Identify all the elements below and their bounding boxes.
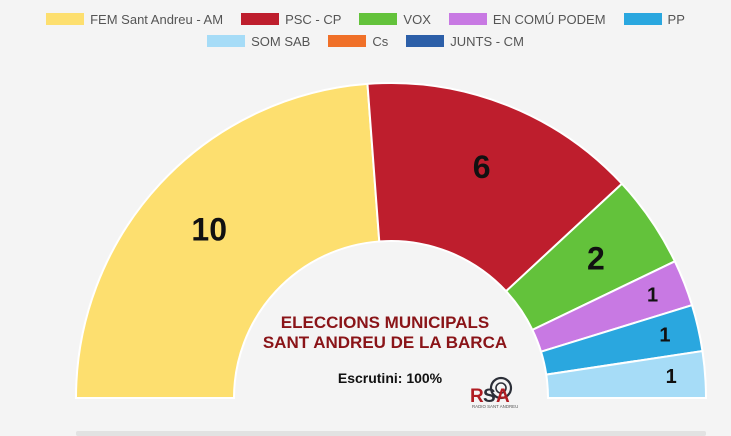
svg-text:A: A (496, 386, 510, 407)
seat-count-label: 10 (191, 211, 227, 247)
legend-item[interactable]: FEM Sant Andreu - AM (46, 12, 223, 27)
legend-label: PP (667, 11, 685, 27)
legend-swatch (241, 13, 280, 25)
legend-item[interactable]: VOX (359, 11, 431, 27)
legend-item[interactable]: JUNTS - CM (406, 34, 524, 49)
legend-label: SOM SAB (251, 33, 311, 49)
legend-label: VOX (403, 11, 431, 27)
chart-legend: FEM Sant Andreu - AM PSC - CP VOX EN COMÚ P… (0, 8, 731, 52)
legend-swatch (406, 35, 445, 47)
legend-swatch (623, 13, 662, 25)
seat-count-label: 1 (659, 324, 670, 346)
legend-item[interactable]: PSC - CP (241, 12, 341, 27)
scrutiny-caption: Escrutini: 100% (338, 370, 443, 386)
seat-count-label: 1 (666, 366, 677, 388)
svg-text:S: S (483, 386, 496, 407)
legend-swatch (328, 35, 367, 47)
chart-subtitle: SANT ANDREU DE LA BARCA (263, 333, 507, 352)
legend-item[interactable]: SOM SAB (207, 34, 310, 49)
legend-label: PSC - CP (285, 11, 342, 27)
legend-swatch (448, 13, 487, 25)
seat-slice[interactable] (74, 82, 381, 399)
chart-title: ELECCIONS MUNICIPALS (281, 313, 489, 332)
seat-slice[interactable] (366, 82, 624, 293)
seat-slice[interactable] (545, 349, 708, 399)
seat-count-label: 6 (473, 149, 491, 185)
legend-item[interactable]: PP (623, 11, 685, 27)
footer-bar (76, 431, 706, 436)
legend-swatch (359, 13, 398, 25)
legend-item[interactable]: EN COMÚ PODEM (448, 11, 606, 27)
legend-label: EN COMÚ PODEM (492, 11, 606, 27)
seat-count-label: 1 (647, 284, 658, 306)
radio-sant-andreu-logo: R S A RADIO SANT ANDREU (470, 376, 518, 409)
legend-row: FEM Sant Andreu - AM PSC - CP VOX EN COMÚ P… (0, 8, 731, 30)
legend-row: SOM SAB Cs JUNTS - CM (0, 30, 731, 52)
legend-label: Cs (372, 33, 389, 49)
legend-item[interactable]: Cs (328, 34, 388, 49)
seat-count-label: 2 (587, 240, 605, 276)
legend-label: JUNTS - CM (450, 33, 524, 49)
legend-label: FEM Sant Andreu - AM (90, 11, 224, 27)
seat-slices (74, 82, 708, 399)
svg-text:RADIO SANT ANDREU: RADIO SANT ANDREU (472, 404, 518, 409)
svg-text:R: R (470, 386, 484, 407)
legend-swatch (46, 13, 85, 25)
legend-swatch (207, 35, 246, 47)
